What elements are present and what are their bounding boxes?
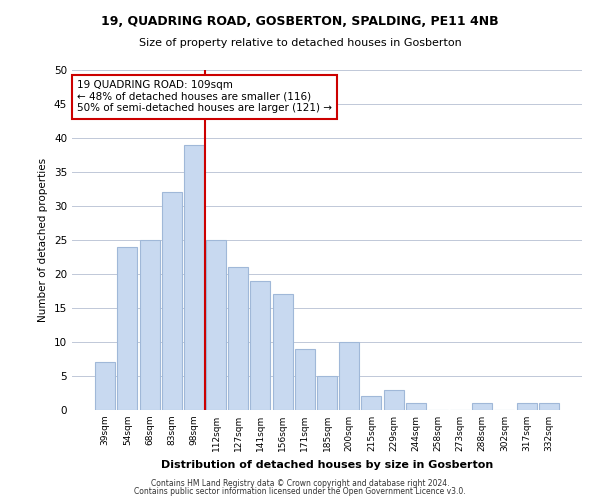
Bar bbox=[361, 396, 382, 410]
Bar bbox=[295, 349, 315, 410]
Y-axis label: Number of detached properties: Number of detached properties bbox=[38, 158, 49, 322]
Bar bbox=[162, 192, 182, 410]
Bar bbox=[472, 403, 492, 410]
Text: 19, QUADRING ROAD, GOSBERTON, SPALDING, PE11 4NB: 19, QUADRING ROAD, GOSBERTON, SPALDING, … bbox=[101, 15, 499, 28]
Bar bbox=[539, 403, 559, 410]
Bar bbox=[118, 247, 137, 410]
Bar bbox=[339, 342, 359, 410]
Bar bbox=[228, 267, 248, 410]
Text: Contains HM Land Registry data © Crown copyright and database right 2024.: Contains HM Land Registry data © Crown c… bbox=[151, 478, 449, 488]
X-axis label: Distribution of detached houses by size in Gosberton: Distribution of detached houses by size … bbox=[161, 460, 493, 469]
Bar bbox=[272, 294, 293, 410]
Text: 19 QUADRING ROAD: 109sqm
← 48% of detached houses are smaller (116)
50% of semi-: 19 QUADRING ROAD: 109sqm ← 48% of detach… bbox=[77, 80, 332, 114]
Text: Contains public sector information licensed under the Open Government Licence v3: Contains public sector information licen… bbox=[134, 487, 466, 496]
Bar bbox=[140, 240, 160, 410]
Text: Size of property relative to detached houses in Gosberton: Size of property relative to detached ho… bbox=[139, 38, 461, 48]
Bar bbox=[206, 240, 226, 410]
Bar bbox=[250, 281, 271, 410]
Bar bbox=[184, 145, 204, 410]
Bar bbox=[517, 403, 536, 410]
Bar bbox=[95, 362, 115, 410]
Bar bbox=[406, 403, 426, 410]
Bar bbox=[383, 390, 404, 410]
Bar bbox=[317, 376, 337, 410]
